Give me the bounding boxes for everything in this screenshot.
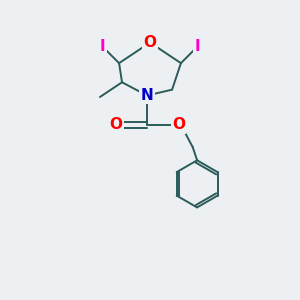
Text: I: I: [194, 39, 200, 54]
Text: O: O: [143, 35, 157, 50]
Text: O: O: [172, 118, 185, 133]
Text: N: N: [141, 88, 153, 103]
Text: O: O: [110, 118, 123, 133]
Text: I: I: [100, 39, 106, 54]
